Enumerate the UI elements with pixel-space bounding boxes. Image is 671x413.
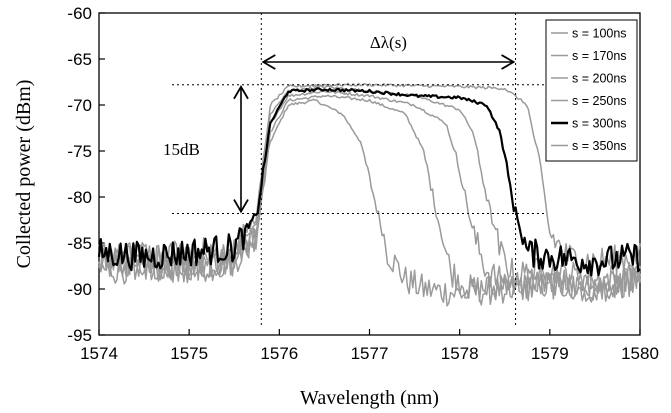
- annotation-layer: Δλ(s) 15dB: [163, 13, 545, 327]
- y-tick-label: -95: [67, 326, 92, 345]
- db-arrowhead-top: [233, 84, 249, 100]
- x-tick-label: 1577: [351, 344, 389, 363]
- x-axis-title: Wavelength (nm): [300, 387, 439, 409]
- y-axis-title: Collected power (dBm): [13, 80, 35, 269]
- x-tick-label: 1580: [621, 344, 659, 363]
- y-tick-label: -75: [67, 142, 92, 161]
- db-arrowhead-bottom: [233, 199, 249, 214]
- legend-entry-4: s = 300ns: [572, 117, 627, 131]
- x-tick-label: 1574: [80, 344, 118, 363]
- series-line-5: [98, 82, 641, 275]
- delta-lambda-label: Δλ(s): [370, 33, 407, 52]
- legend-entry-3: s = 250ns: [572, 94, 627, 108]
- legend-entry-5: s = 350ns: [572, 139, 627, 153]
- series-line-1: [98, 94, 641, 304]
- y-tick-label: -60: [67, 4, 92, 23]
- y-tick-label: -80: [67, 188, 92, 207]
- legend-entry-2: s = 200ns: [572, 72, 627, 86]
- series-line-4: [97, 87, 641, 277]
- x-tick-label: 1576: [260, 344, 298, 363]
- axis-layer: 1574 1575 1576 1577 1578 1579 1580 -60 -65 -70 -75…: [67, 4, 658, 363]
- series-layer: [97, 82, 641, 307]
- legend: s = 100ns s = 170ns s = 200ns s = 250ns s = …: [545, 19, 638, 162]
- y-tick-label: -65: [67, 50, 92, 69]
- x-tick-label: 1578: [441, 344, 479, 363]
- x-tick-label: 1579: [531, 344, 569, 363]
- legend-entry-0: s = 100ns: [572, 27, 627, 41]
- delta-lambda-arrowhead-right: [501, 54, 516, 70]
- delta-lambda-arrowhead-left: [261, 54, 276, 70]
- legend-box: [545, 19, 638, 162]
- legend-entry-1: s = 170ns: [572, 49, 627, 63]
- db-range-label: 15dB: [163, 140, 200, 159]
- y-tick-label: -90: [67, 280, 92, 299]
- y-tick-label: -85: [67, 234, 92, 253]
- x-tick-label: 1575: [170, 344, 208, 363]
- y-tick-label: -70: [67, 96, 92, 115]
